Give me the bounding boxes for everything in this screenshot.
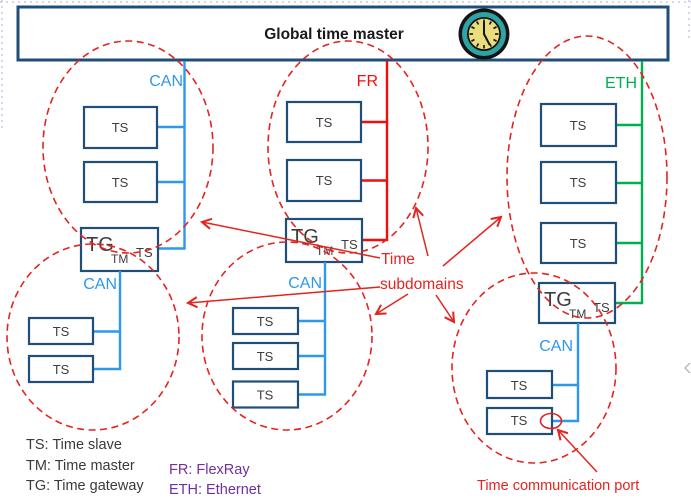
eth-bus-label: ETH <box>605 75 637 92</box>
eth-ts1-label: TS <box>570 118 587 133</box>
fr-bus-label: FR <box>357 73 378 90</box>
can1-ts1-box <box>82 105 159 150</box>
eth-tg-tm-label: TM <box>569 307 586 321</box>
can4-ts1-label: TS <box>511 378 528 393</box>
legend-ts: TS: Time slave <box>26 437 122 453</box>
can3-ts2-label: TS <box>257 349 274 364</box>
subdomain-ellipse-can1 <box>42 40 214 254</box>
eth-bus-line <box>616 61 644 305</box>
can2-ts2-label: TS <box>53 362 70 377</box>
subdomain-ellipse-can2 <box>6 243 180 431</box>
can4-ts2-box <box>485 406 554 436</box>
can4-bus-line <box>552 323 580 423</box>
time-subdomains-label-line2: subdomains <box>380 276 464 293</box>
can4-ts2-label: TS <box>511 413 528 428</box>
eth-tg-label: TG <box>544 289 572 311</box>
arrow-to-can4-ellipse <box>435 294 456 324</box>
can1-tg-ts-label: TS <box>136 245 153 260</box>
arrow-to-eth-ellipse <box>442 215 503 267</box>
domain-can-4: CAN TS TS <box>485 323 580 436</box>
can3-bus-label: CAN <box>288 275 322 292</box>
can2-bus-line <box>93 271 122 371</box>
clock-icon <box>458 8 510 60</box>
eth-ts1-box <box>539 102 618 148</box>
legend-tg: TG: Time gateway <box>26 478 144 494</box>
global-time-master-bar: Global time master <box>16 5 670 62</box>
arrow-to-fr-ellipse <box>412 205 429 257</box>
eth-ts2-label: TS <box>570 175 587 190</box>
eth-ts3-box <box>539 221 618 265</box>
domain-can-2: CAN TS TS <box>27 271 122 384</box>
can3-ts1-box <box>231 306 300 336</box>
can3-ts1-label: TS <box>257 314 274 329</box>
can3-ts3-label: TS <box>257 388 274 403</box>
legend: TS: Time slave TM: Time master TG: Time … <box>26 437 261 498</box>
arrow-to-can1-ellipse <box>199 217 381 259</box>
domain-fr: FR TS TS TG TM TS <box>284 61 389 264</box>
arrow-to-can2-ellipse <box>185 286 381 309</box>
can1-ts1-label: TS <box>112 120 129 135</box>
can4-bus-label: CAN <box>539 338 573 355</box>
can2-bus-label: CAN <box>83 276 117 293</box>
can2-ts2-box <box>27 354 95 384</box>
time-communication-port-circle <box>539 412 563 430</box>
global-time-master-box <box>16 5 670 62</box>
eth-ts2-box <box>539 160 618 205</box>
legend-fr: FR: FlexRay <box>169 462 250 478</box>
legend-eth: ETH: Ethernet <box>169 482 261 498</box>
arrow-to-comm-port <box>556 428 598 473</box>
subdomain-ellipse-eth <box>506 35 668 319</box>
eth-ts3-label: TS <box>570 236 587 251</box>
can1-tg-tm-label: TM <box>111 252 128 266</box>
can1-ts2-label: TS <box>112 175 129 190</box>
subdomain-ellipse-fr <box>267 40 429 254</box>
fr-ts1-label: TS <box>316 115 333 130</box>
arrow-to-can3-ellipse <box>374 293 409 316</box>
slide-chevron-icon <box>684 362 691 374</box>
eth-tg-ts-label: TS <box>593 300 610 315</box>
time-subdomains-label-line1: Time <box>381 251 415 268</box>
can3-bus-line <box>298 262 327 396</box>
can2-ts1-label: TS <box>53 324 70 339</box>
can3-ts3-box <box>231 380 300 409</box>
domain-eth: ETH TS TS TS TG TM TS <box>537 61 644 325</box>
can1-bus-line <box>158 61 186 250</box>
subdomain-ellipse-can3 <box>201 241 373 431</box>
can2-ts1-box <box>27 316 95 346</box>
fr-ts2-label: TS <box>316 173 333 188</box>
can4-ts1-box <box>485 369 554 400</box>
fr-ts1-box <box>285 100 363 144</box>
can1-bus-label: CAN <box>149 73 183 90</box>
domain-can-1: CAN TS TS TG TM TS <box>79 61 186 273</box>
fr-tg-ts-label: TS <box>341 237 358 252</box>
time-communication-port-label: Time communication port <box>477 478 639 494</box>
subdomain-ellipse-can4 <box>451 272 617 464</box>
can3-ts2-box <box>231 341 300 371</box>
can1-ts2-box <box>82 160 159 204</box>
legend-tm: TM: Time master <box>26 458 135 474</box>
global-time-master-label: Global time master <box>264 26 404 43</box>
fr-ts2-box <box>285 158 363 203</box>
domain-can-3: CAN TS TS TS <box>231 262 327 409</box>
clock-hands <box>483 21 491 46</box>
